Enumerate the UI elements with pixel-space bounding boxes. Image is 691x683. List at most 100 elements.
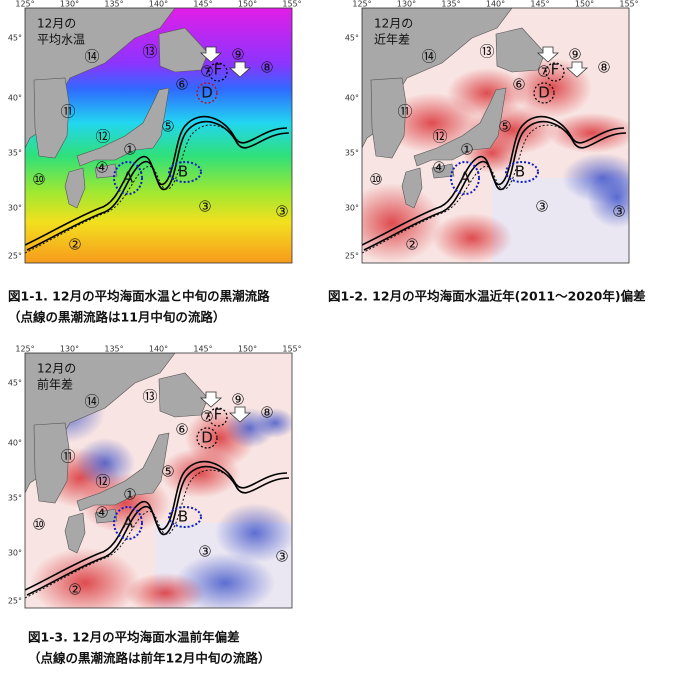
anomaly	[255, 408, 292, 438]
lon-tick-label: 140°	[149, 0, 168, 9]
lon-tick-label: 125°	[15, 0, 34, 9]
lon-tick-label: 150°	[238, 0, 257, 9]
lon-tick-label: 145°	[193, 345, 212, 354]
lat-tick-label: 25°	[8, 597, 22, 606]
figure-caption: （点線の黒潮流路は前年12月中旬の流路）	[28, 651, 270, 666]
map-panel: 125° 130° 135° 140° 145° 150° 155° 45° 40° 35° 30°…	[8, 0, 302, 264]
region-marker: B	[178, 508, 188, 526]
region-marker: ①	[123, 486, 136, 504]
region-marker: ⑬	[142, 388, 157, 406]
kuroshio	[363, 120, 627, 251]
region-marker: ③	[275, 548, 288, 566]
map	[25, 8, 292, 263]
figure-caption: 図1-2. 12月の平均海面水温近年(2011～2020年)偏差	[328, 289, 646, 304]
flow-arrow	[199, 46, 223, 63]
map	[362, 8, 629, 263]
anomaly	[432, 213, 512, 263]
land	[413, 87, 507, 167]
panel-label: 12月の	[37, 362, 76, 376]
figure-caption: （点線の黒潮流路は11月中旬の流路）	[8, 310, 225, 325]
map-panel: 125° 130° 135° 140° 145° 150° 155° 45° 40° 35° 30°…	[345, 0, 639, 264]
region-marker: A	[123, 514, 134, 532]
region-marker: ④	[95, 159, 108, 177]
lat-tick-label: 40°	[345, 94, 359, 103]
region-marker: ⑨	[231, 391, 244, 409]
figure-caption: 図1-3. 12月の平均海面水温前年偏差	[28, 630, 240, 645]
region-marker: B	[178, 163, 188, 181]
region-marker: D	[201, 84, 213, 102]
anomaly	[362, 183, 442, 263]
lon-tick-label: 140°	[149, 345, 168, 354]
eddy-b	[505, 161, 539, 183]
region-marker: ④	[95, 504, 108, 522]
land	[64, 167, 86, 209]
region-marker: ⑩	[32, 171, 45, 189]
region-marker: ⑪	[60, 448, 75, 466]
land	[370, 77, 407, 159]
land	[431, 163, 455, 179]
lat-tick-label: 35°	[8, 494, 22, 503]
region-marker: ⑫	[95, 473, 110, 491]
region-marker: ⑬	[479, 43, 494, 61]
map-frame	[24, 352, 293, 609]
lon-tick-label: 135°	[441, 0, 460, 9]
region-marker: ②	[405, 236, 418, 254]
lat-tick-label: 25°	[8, 252, 22, 261]
region-marker: ⑭	[84, 48, 99, 66]
land	[495, 27, 546, 73]
region-marker: ③	[535, 198, 548, 216]
eddy-d	[533, 82, 555, 104]
region-marker: ⑦	[200, 63, 213, 81]
panel-label: 近年差	[374, 33, 410, 47]
flow-arrow	[536, 46, 560, 63]
lat-tick-label: 30°	[8, 204, 22, 213]
region-marker: ③	[275, 203, 288, 221]
lat-tick-label: 40°	[8, 439, 22, 448]
eddy-f	[208, 62, 228, 82]
region-marker: ⑦	[537, 63, 550, 81]
land	[76, 432, 170, 512]
land	[33, 77, 70, 159]
region-marker: F	[214, 61, 223, 79]
eddy-f	[545, 62, 565, 82]
land	[94, 508, 118, 524]
region-marker: ②	[68, 236, 81, 254]
land	[362, 8, 513, 149]
region-marker: ⑧	[260, 404, 273, 422]
lon-tick-label: 155°	[619, 0, 638, 9]
region-marker: ②	[68, 581, 81, 599]
region-marker: ③	[612, 203, 625, 221]
land	[158, 27, 209, 73]
region-marker: ⑨	[568, 46, 581, 64]
map-panel: 125° 130° 135° 140° 145° 150° 155° 45° 40° 35° 30°…	[8, 345, 302, 609]
lat-tick-label: 25°	[345, 252, 359, 261]
lon-tick-label: 150°	[238, 345, 257, 354]
eddy-d	[196, 82, 218, 104]
region-marker: ⑤	[161, 118, 174, 136]
flow-arrow	[199, 391, 223, 408]
land	[33, 422, 70, 504]
lat-tick-label: 35°	[345, 149, 359, 158]
panel-label: 12月の	[374, 17, 413, 31]
kuroshio-previous	[362, 124, 577, 254]
eddy-a	[113, 506, 143, 540]
lon-tick-label: 140°	[486, 0, 505, 9]
region-marker: ⑪	[397, 103, 412, 121]
lon-tick-label: 125°	[352, 0, 371, 9]
region-marker: ⑪	[60, 103, 75, 121]
flow-arrow	[565, 61, 589, 78]
flow-arrow	[228, 406, 252, 423]
lon-tick-label: 145°	[530, 0, 549, 9]
region-marker: ⑤	[161, 463, 174, 481]
lon-tick-label: 125°	[15, 345, 34, 354]
region-marker: ⑭	[421, 48, 436, 66]
lat-tick-label: 45°	[345, 34, 359, 43]
land	[401, 167, 423, 209]
region-marker: ⑧	[597, 59, 610, 77]
land	[64, 512, 86, 554]
panel-label: 12月の	[37, 17, 76, 31]
map	[25, 353, 292, 608]
region-marker: ⑥	[175, 76, 188, 94]
region-marker: ④	[432, 159, 445, 177]
